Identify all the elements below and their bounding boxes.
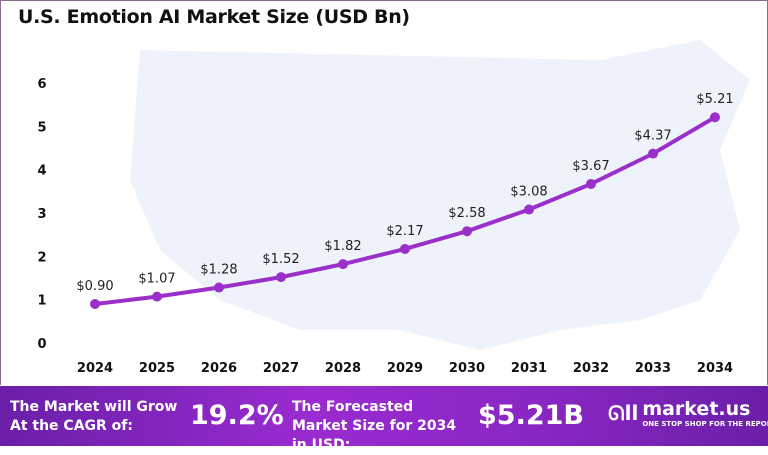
x-tick-label: 2034 xyxy=(697,361,733,376)
data-point xyxy=(338,259,348,270)
y-tick-label: 5 xyxy=(37,120,46,135)
x-tick-label: 2026 xyxy=(201,361,237,376)
data-label: $2.17 xyxy=(386,224,423,239)
data-label: $2.58 xyxy=(448,206,485,221)
data-label: $3.67 xyxy=(572,159,609,174)
logo-name: market.us xyxy=(642,398,751,420)
x-tick-label: 2027 xyxy=(263,361,299,376)
chart-title: U.S. Emotion AI Market Size (USD Bn) xyxy=(18,6,410,28)
y-tick-label: 4 xyxy=(37,164,46,179)
x-tick-label: 2028 xyxy=(325,361,361,376)
x-tick-label: 2030 xyxy=(449,361,485,376)
data-point xyxy=(648,148,658,159)
x-tick-label: 2032 xyxy=(573,361,609,376)
x-tick-label: 2031 xyxy=(511,361,547,376)
data-label: $1.82 xyxy=(324,239,361,254)
data-point xyxy=(276,272,286,283)
data-point xyxy=(586,178,596,189)
logo-tagline: ONE STOP SHOP FOR THE REPORTS xyxy=(642,420,768,428)
data-label: $5.21 xyxy=(696,92,733,107)
data-label: $4.37 xyxy=(634,129,671,144)
data-point xyxy=(710,112,720,123)
cagr-value: 19.2% xyxy=(190,400,284,431)
data-label: $1.52 xyxy=(262,252,299,267)
forecast-label: The Forecasted Market Size for 2034 in U… xyxy=(292,399,457,453)
x-tick-label: 2033 xyxy=(635,361,671,376)
forecast-value: $5.21B xyxy=(478,400,584,431)
y-tick-label: 6 xyxy=(37,77,46,92)
us-map-background xyxy=(130,40,750,350)
data-point xyxy=(462,226,472,237)
x-tick-label: 2025 xyxy=(139,361,175,376)
data-point xyxy=(400,243,410,254)
y-tick-label: 2 xyxy=(37,250,46,265)
cagr-label: The Market will Grow At the CAGR of: xyxy=(10,399,178,434)
data-point xyxy=(90,299,100,309)
y-tick-label: 3 xyxy=(37,207,46,222)
data-point xyxy=(152,291,162,302)
y-tick-label: 0 xyxy=(37,337,46,352)
summary-banner: The Market will Grow At the CAGR of: 19.… xyxy=(0,386,768,453)
data-point xyxy=(214,282,224,293)
market-us-logo: ᘏll market.us ONE STOP SHOP FOR THE REPO… xyxy=(608,398,768,428)
x-tick-label: 2024 xyxy=(77,361,113,376)
data-label: $1.28 xyxy=(200,263,237,278)
data-point xyxy=(524,204,534,215)
data-label: $0.90 xyxy=(76,279,113,294)
data-label: $1.07 xyxy=(138,272,175,287)
data-label: $3.08 xyxy=(510,185,547,200)
y-tick-label: 1 xyxy=(37,294,46,309)
x-tick-label: 2029 xyxy=(387,361,423,376)
logo-icon: ᘏll xyxy=(608,401,639,425)
line-chart: 0 1 2 3 4 5 6 2024 2025 2026 2027 2028 2029 2030 2031 2… xyxy=(37,40,750,376)
